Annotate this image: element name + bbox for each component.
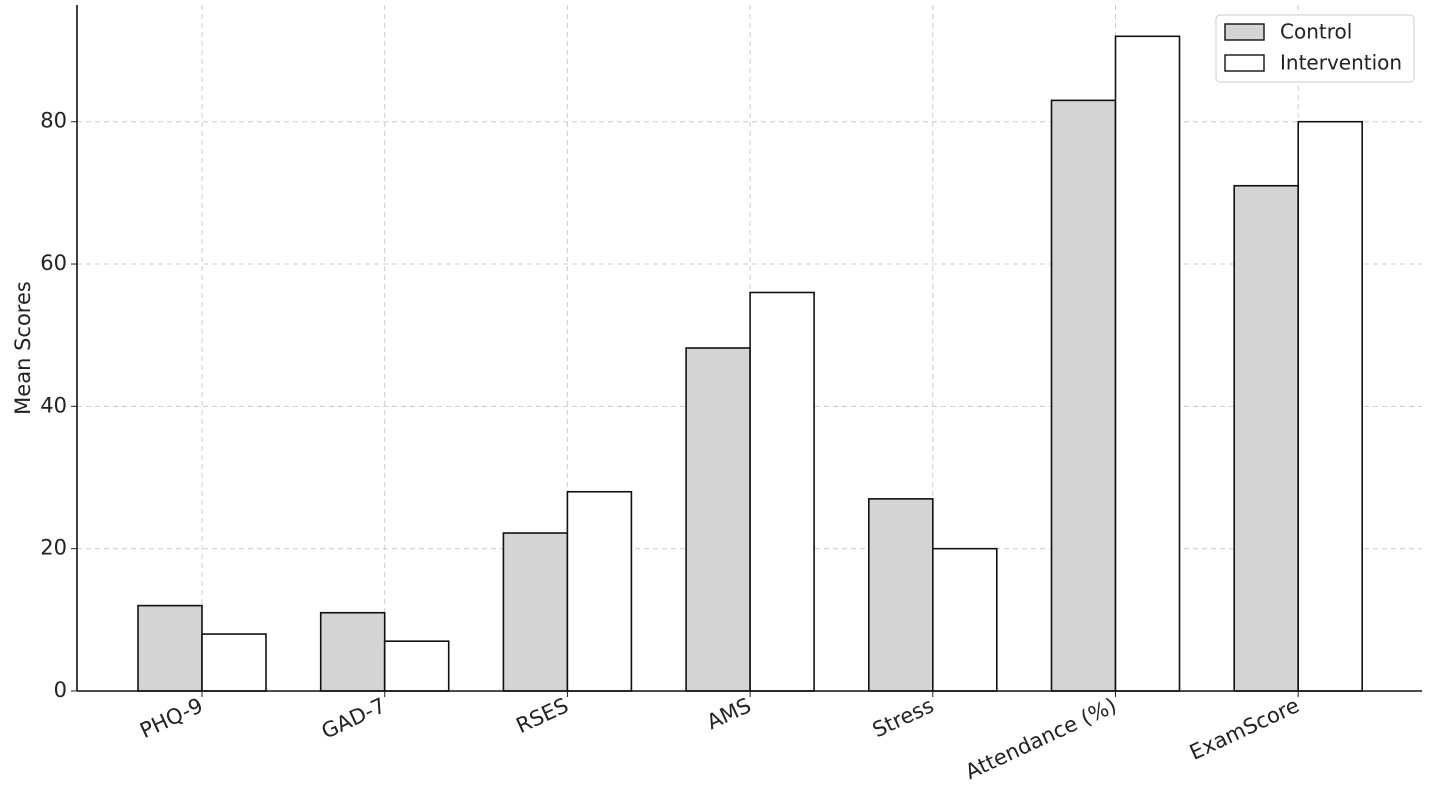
bar bbox=[931, 547, 998, 692]
x-tick-label: Stress bbox=[869, 693, 938, 742]
legend-box bbox=[1215, 14, 1415, 83]
x-tick-label: PHQ-9 bbox=[136, 693, 206, 743]
x-tick-label: AMS bbox=[703, 693, 755, 734]
y-tick-label: 40 bbox=[40, 393, 67, 417]
x-tick-label: Attendance (%) bbox=[962, 693, 1120, 784]
bar bbox=[1050, 99, 1117, 692]
y-tick-label: 0 bbox=[54, 678, 67, 702]
bar bbox=[502, 532, 569, 692]
bar bbox=[1233, 184, 1299, 692]
bar bbox=[319, 611, 386, 692]
bar bbox=[137, 604, 203, 692]
x-tick-label: RSES bbox=[512, 693, 572, 738]
legend-label: Control bbox=[1280, 20, 1352, 44]
bar bbox=[749, 291, 815, 692]
legend-label: Intervention bbox=[1280, 51, 1402, 75]
bar bbox=[383, 640, 450, 692]
bar bbox=[201, 633, 267, 692]
bar bbox=[1114, 35, 1181, 692]
y-tick-label: 20 bbox=[40, 536, 67, 560]
y-axis-label: Mean Scores bbox=[11, 281, 35, 415]
bar bbox=[867, 498, 934, 692]
legend-swatch bbox=[1224, 23, 1265, 41]
y-tick-label: 60 bbox=[40, 251, 67, 275]
bar bbox=[566, 490, 633, 692]
legend-swatch bbox=[1224, 54, 1265, 72]
x-tick-label: GAD-7 bbox=[318, 693, 390, 743]
x-tick-label: ExamScore bbox=[1186, 693, 1303, 765]
y-tick-label: 80 bbox=[40, 109, 67, 133]
bar bbox=[1297, 120, 1363, 692]
bar bbox=[685, 347, 751, 692]
